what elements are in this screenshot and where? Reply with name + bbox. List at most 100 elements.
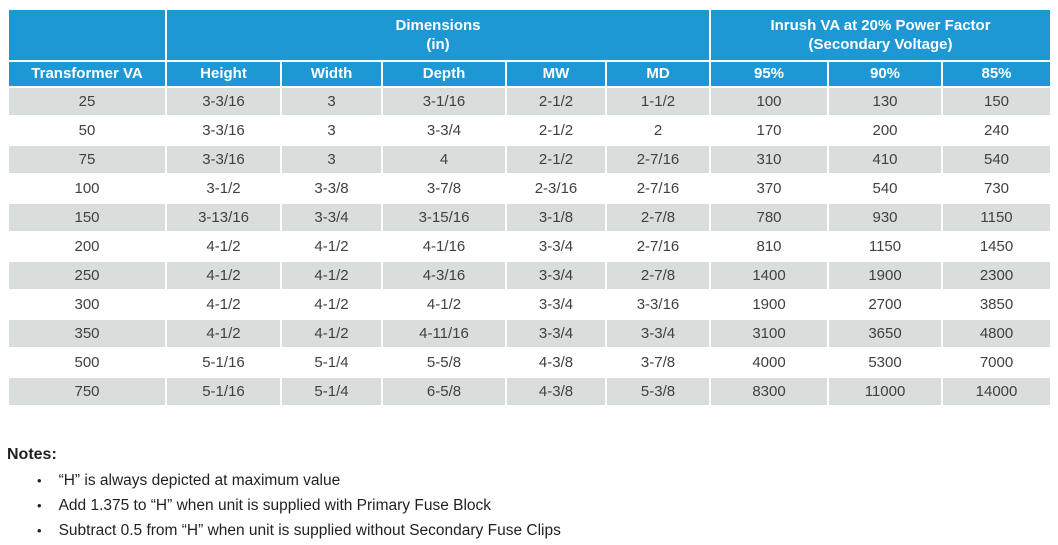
table-cell: 3-1/16 bbox=[381, 86, 507, 117]
table-cell: 1400 bbox=[709, 260, 829, 291]
table-cell: 170 bbox=[709, 115, 829, 146]
table-row: 50 3-3/16 3 3-3/4 2-1/2 2 170 200 240 bbox=[7, 115, 1053, 146]
table-cell: 3-3/16 bbox=[165, 115, 282, 146]
table-cell: 50 bbox=[7, 115, 167, 146]
table-cell: 1900 bbox=[709, 289, 829, 320]
table-cell: 2700 bbox=[827, 289, 943, 320]
table-cell: 7000 bbox=[940, 347, 1053, 378]
table-cell: 3 bbox=[280, 86, 383, 117]
table-cell: 100 bbox=[709, 86, 829, 117]
table-cell: 3850 bbox=[940, 289, 1053, 320]
table-row: 75 3-3/16 3 4 2-1/2 2-7/16 310 410 540 bbox=[7, 144, 1053, 175]
table-cell: 4-1/2 bbox=[165, 231, 282, 262]
table-row: 200 4-1/2 4-1/2 4-1/16 3-3/4 2-7/16 810 1150 145… bbox=[7, 231, 1053, 262]
table-cell: 730 bbox=[940, 173, 1053, 204]
table-cell: 1150 bbox=[940, 202, 1053, 233]
table-cell: 4800 bbox=[940, 318, 1053, 349]
column-header-transformer-va: Transformer VA bbox=[7, 60, 167, 88]
table-cell: 250 bbox=[7, 260, 167, 291]
table-cell: 3 bbox=[280, 115, 383, 146]
table-cell: 6-5/8 bbox=[381, 376, 507, 407]
table-cell: 4-1/2 bbox=[280, 260, 383, 291]
table-cell: 4-1/2 bbox=[280, 289, 383, 320]
table-cell: 5-1/4 bbox=[280, 347, 383, 378]
table-cell: 3-3/8 bbox=[280, 173, 383, 204]
table-cell: 1450 bbox=[940, 231, 1053, 262]
column-header-depth: Depth bbox=[381, 60, 507, 88]
table-cell: 11000 bbox=[827, 376, 943, 407]
table-cell: 3-3/4 bbox=[505, 289, 607, 320]
table-row: 500 5-1/16 5-1/4 5-5/8 4-3/8 3-7/8 4000 5300 700… bbox=[7, 347, 1053, 378]
table-cell: 5-1/16 bbox=[165, 376, 282, 407]
dimensions-group-unit: (in) bbox=[426, 36, 450, 53]
table-row: 150 3-13/16 3-3/4 3-15/16 3-1/8 2-7/8 780 930 11… bbox=[7, 202, 1053, 233]
table-row: 350 4-1/2 4-1/2 4-11/16 3-3/4 3-3/4 3100 3650 48… bbox=[7, 318, 1053, 349]
inrush-group-title: Inrush VA at 20% Power Factor bbox=[770, 17, 991, 34]
inrush-group-subtitle: (Secondary Voltage) bbox=[808, 36, 953, 53]
notes-title: Notes: bbox=[7, 446, 57, 463]
table-cell: 25 bbox=[7, 86, 167, 117]
column-header-width: Width bbox=[280, 60, 383, 88]
table-row: 300 4-1/2 4-1/2 4-1/2 3-3/4 3-3/16 1900 2700 385… bbox=[7, 289, 1053, 320]
note-text: “H” is always depicted at maximum value bbox=[58, 472, 341, 489]
table-cell: 3-3/4 bbox=[505, 260, 607, 291]
table-row: 250 4-1/2 4-1/2 4-3/16 3-3/4 2-7/8 1400 1900 230… bbox=[7, 260, 1053, 291]
bullet-icon: • bbox=[37, 523, 42, 538]
bullet-icon: • bbox=[37, 498, 42, 513]
table-cell: 1900 bbox=[827, 260, 943, 291]
table-cell: 500 bbox=[7, 347, 167, 378]
table-cell: 2-7/8 bbox=[605, 260, 711, 291]
column-header-row: Transformer VA Height Width Depth MW MD … bbox=[7, 60, 1053, 88]
bullet-icon: • bbox=[37, 473, 42, 488]
table-cell: 3-15/16 bbox=[381, 202, 507, 233]
dimensions-group-header: Dimensions (in) bbox=[165, 8, 711, 62]
table-cell: 3-3/16 bbox=[165, 86, 282, 117]
table-cell: 4-3/8 bbox=[505, 347, 607, 378]
table-cell: 540 bbox=[940, 144, 1053, 175]
corner-cell bbox=[7, 8, 167, 62]
table-cell: 2-1/2 bbox=[505, 144, 607, 175]
column-header-95pct: 95% bbox=[709, 60, 829, 88]
table-cell: 200 bbox=[827, 115, 943, 146]
table-cell: 3-3/4 bbox=[505, 318, 607, 349]
dimensions-group-title: Dimensions bbox=[395, 17, 481, 34]
table-cell: 14000 bbox=[940, 376, 1053, 407]
table-cell: 3-3/4 bbox=[280, 202, 383, 233]
table-cell: 130 bbox=[827, 86, 943, 117]
note-text: Add 1.375 to “H” when unit is supplied w… bbox=[58, 497, 492, 514]
table-cell: 540 bbox=[827, 173, 943, 204]
table-cell: 3-3/4 bbox=[605, 318, 711, 349]
table-cell: 1-1/2 bbox=[605, 86, 711, 117]
table-cell: 4-1/2 bbox=[381, 289, 507, 320]
table-cell: 4-3/16 bbox=[381, 260, 507, 291]
table-cell: 2 bbox=[605, 115, 711, 146]
table-cell: 4-3/8 bbox=[505, 376, 607, 407]
table-cell: 300 bbox=[7, 289, 167, 320]
table-cell: 4-1/2 bbox=[280, 318, 383, 349]
table-cell: 4000 bbox=[709, 347, 829, 378]
table-cell: 4-11/16 bbox=[381, 318, 507, 349]
table-cell: 3-1/2 bbox=[165, 173, 282, 204]
table-row: 25 3-3/16 3 3-1/16 2-1/2 1-1/2 100 130 150 bbox=[7, 86, 1053, 117]
inrush-group-header: Inrush VA at 20% Power Factor (Secondary… bbox=[708, 8, 1053, 62]
table-cell: 2-1/2 bbox=[505, 86, 607, 117]
table-cell: 75 bbox=[7, 144, 167, 175]
table-cell: 310 bbox=[709, 144, 829, 175]
table-cell: 2-1/2 bbox=[505, 115, 607, 146]
group-header-row: Dimensions (in) Inrush VA at 20% Power F… bbox=[7, 8, 1053, 62]
column-header-90pct: 90% bbox=[827, 60, 943, 88]
table-cell: 3100 bbox=[709, 318, 829, 349]
column-header-md: MD bbox=[605, 60, 711, 88]
table-cell: 3-7/8 bbox=[381, 173, 507, 204]
table-cell: 4-1/2 bbox=[165, 289, 282, 320]
table-cell: 5-1/4 bbox=[280, 376, 383, 407]
table-row: 750 5-1/16 5-1/4 6-5/8 4-3/8 5-3/8 8300 11000 14… bbox=[7, 376, 1053, 407]
table-cell: 3-13/16 bbox=[165, 202, 282, 233]
table-cell: 4-1/2 bbox=[280, 231, 383, 262]
table-cell: 3-3/4 bbox=[381, 115, 507, 146]
table-cell: 1150 bbox=[827, 231, 943, 262]
table-cell: 750 bbox=[7, 376, 167, 407]
table-cell: 3 bbox=[280, 144, 383, 175]
table-cell: 410 bbox=[827, 144, 943, 175]
